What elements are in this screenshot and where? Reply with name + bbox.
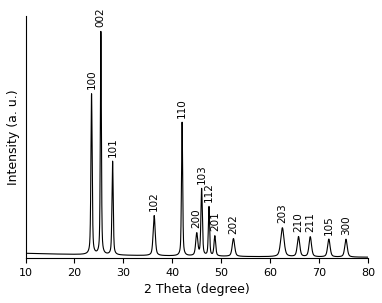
X-axis label: 2 Theta (degree): 2 Theta (degree) <box>144 283 249 296</box>
Text: 112: 112 <box>204 182 214 202</box>
Text: 102: 102 <box>149 191 159 211</box>
Text: 110: 110 <box>177 98 187 118</box>
Text: 203: 203 <box>277 204 287 223</box>
Y-axis label: Intensity (a. u.): Intensity (a. u.) <box>7 89 20 185</box>
Text: 103: 103 <box>197 164 207 184</box>
Text: 201: 201 <box>210 211 220 231</box>
Text: 002: 002 <box>96 7 106 27</box>
Text: 202: 202 <box>228 214 238 234</box>
Text: 300: 300 <box>341 215 351 235</box>
Text: 101: 101 <box>108 137 118 157</box>
Text: 211: 211 <box>305 212 315 232</box>
Text: 105: 105 <box>324 215 334 235</box>
Text: 210: 210 <box>293 212 304 232</box>
Text: 100: 100 <box>87 70 97 89</box>
Text: 200: 200 <box>192 208 202 228</box>
